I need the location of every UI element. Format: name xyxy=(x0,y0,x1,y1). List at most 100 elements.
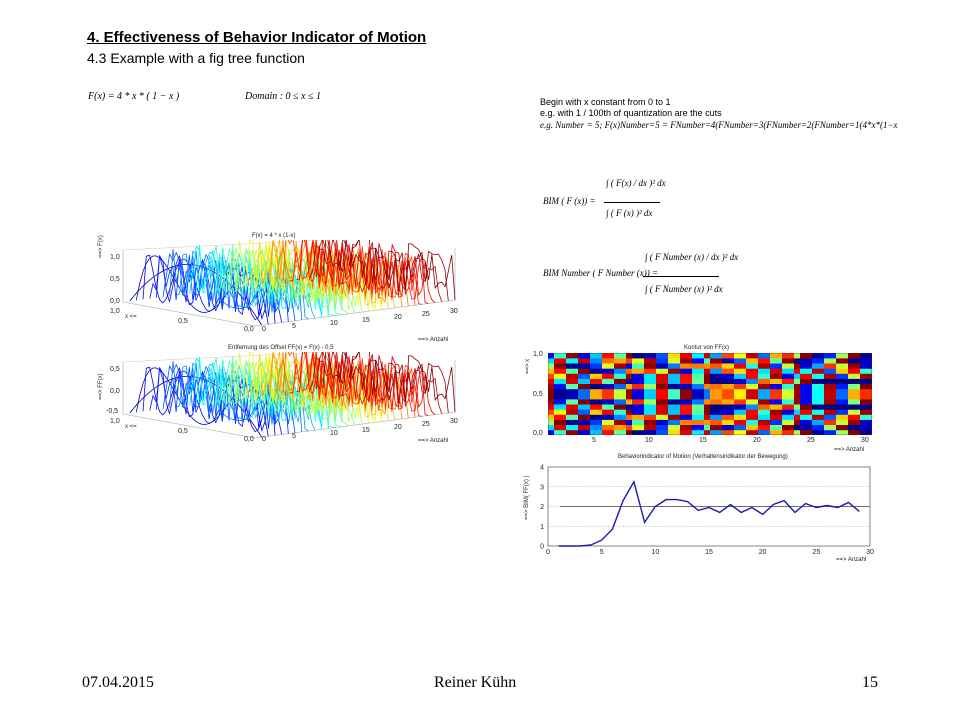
contour-cell xyxy=(626,399,633,405)
plot1-curve xyxy=(315,240,449,301)
contour-cell xyxy=(794,429,801,435)
contour-cell xyxy=(572,358,579,364)
contour-cell xyxy=(794,368,801,374)
plot2-curve xyxy=(309,352,443,414)
contour-cell xyxy=(854,419,861,425)
contour-cell xyxy=(650,424,657,431)
contour-cell xyxy=(668,424,675,431)
contour-cell xyxy=(812,429,819,435)
contour-cell xyxy=(710,388,717,395)
contour-cell xyxy=(836,399,843,405)
contour-cell xyxy=(680,404,687,410)
contour-cell xyxy=(806,363,813,369)
contour-cell xyxy=(728,368,735,374)
contour-cell xyxy=(824,388,831,395)
contour-cell xyxy=(584,353,591,359)
contour-cell xyxy=(854,383,861,390)
contour-cell xyxy=(740,409,747,415)
contour-cell xyxy=(758,388,765,395)
contour-cell xyxy=(848,424,855,431)
contour-cell xyxy=(662,424,669,431)
contour-cell xyxy=(584,424,591,431)
contour-cell xyxy=(674,414,681,420)
contour-cell xyxy=(608,373,615,379)
contour-cell xyxy=(722,424,729,431)
contour-cell xyxy=(632,399,639,405)
contour-cell xyxy=(842,429,849,435)
contour-cell xyxy=(674,358,681,364)
contour-cell xyxy=(572,399,579,405)
bim-number-denominator: ∫ ( F Number (x) )² dx xyxy=(645,284,723,294)
contour-cell xyxy=(770,368,777,374)
plot3-x-tick: 10 xyxy=(645,437,653,444)
contour-cell xyxy=(596,414,603,420)
plot3-x-tick: 20 xyxy=(753,437,761,444)
contour-cell xyxy=(608,368,615,374)
contour-cell xyxy=(692,399,699,405)
contour-cell xyxy=(560,414,567,420)
contour-cell xyxy=(764,424,771,431)
contour-cell xyxy=(692,388,699,395)
contour-cell xyxy=(728,363,735,369)
contour-cell xyxy=(764,363,771,369)
contour-cell xyxy=(782,368,789,374)
contour-cell xyxy=(656,353,663,359)
contour-cell xyxy=(776,399,783,405)
contour-cell xyxy=(860,399,867,405)
contour-cell xyxy=(626,424,633,431)
bim-x-tick: 20 xyxy=(759,549,767,556)
contour-cell xyxy=(818,399,825,405)
contour-cell xyxy=(818,368,825,374)
contour-cell xyxy=(602,353,609,359)
contour-cell xyxy=(584,429,591,435)
contour-cell xyxy=(758,404,765,410)
contour-cell xyxy=(632,429,639,435)
contour-cell xyxy=(728,394,735,400)
contour-cell xyxy=(572,394,579,400)
contour-cell xyxy=(794,363,801,369)
contour-cell xyxy=(740,368,747,374)
contour-cell xyxy=(704,383,711,390)
plot3-contour xyxy=(548,353,872,435)
contour-cell xyxy=(842,388,849,395)
contour-cell xyxy=(830,414,837,420)
contour-cell xyxy=(842,368,849,374)
contour-cell xyxy=(614,373,621,379)
contour-cell xyxy=(746,419,753,425)
plot2-back-edge xyxy=(122,352,326,363)
contour-cell xyxy=(746,399,753,405)
contour-cell xyxy=(692,414,699,420)
contour-cell xyxy=(674,429,681,435)
plot3-y-tick: 0,0 xyxy=(533,430,543,437)
bim-x-tick: 10 xyxy=(651,549,659,556)
contour-cell xyxy=(728,419,735,425)
contour-cell xyxy=(776,368,783,374)
contour-cell xyxy=(704,363,711,369)
contour-cell xyxy=(614,404,621,410)
contour-cell xyxy=(854,353,861,359)
contour-cell xyxy=(680,399,687,405)
contour-cell xyxy=(728,378,735,384)
contour-cell xyxy=(614,388,621,395)
contour-cell xyxy=(644,419,651,425)
contour-cell xyxy=(740,358,747,364)
contour-cell xyxy=(842,373,849,379)
contour-cell xyxy=(770,378,777,384)
contour-cell xyxy=(620,394,627,400)
contour-cell xyxy=(842,353,849,359)
contour-cell xyxy=(746,358,753,364)
contour-cell xyxy=(596,399,603,405)
plot1-x-tick: 0,0 xyxy=(244,326,254,333)
contour-cell xyxy=(752,409,759,415)
contour-cell xyxy=(734,383,741,390)
contour-cell xyxy=(680,358,687,364)
contour-cell xyxy=(620,404,627,410)
contour-cell xyxy=(704,419,711,425)
plot2-z-label: ==> FF(x) xyxy=(98,373,104,400)
contour-cell xyxy=(806,388,813,395)
contour-cell xyxy=(608,378,615,384)
plot2-n-tick: 0 xyxy=(262,436,266,443)
contour-cell xyxy=(722,378,729,384)
plot4-title: Behaviorindicator of Motion (Verhaltensi… xyxy=(618,454,788,460)
contour-cell xyxy=(650,414,657,420)
